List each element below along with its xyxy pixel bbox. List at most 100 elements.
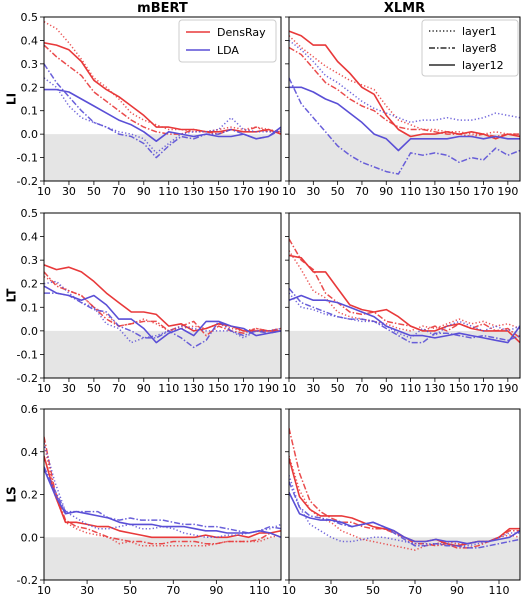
panel-lt-xlmr-xtick-label: 30 xyxy=(306,382,320,395)
panel-li-xlmr-densray-layer12 xyxy=(289,30,520,140)
panel-ls-xlmr-lda-layer1 xyxy=(289,475,520,547)
panel-lt-mbert-xtick-label: 190 xyxy=(258,382,279,395)
panel-lt-mbert-densray-layer1 xyxy=(44,275,281,332)
panel-lt-xlmr-xtick-label: 90 xyxy=(379,382,393,395)
panel-ls-xlmr: 10 30 50 70 90 110 xyxy=(282,408,521,596)
column-title-xlmr: XLMR xyxy=(384,1,425,16)
panel-li-xlmr-xtick-label: 190 xyxy=(497,185,518,198)
row-label-lt: LT xyxy=(5,288,19,303)
panel-li-mbert-xtick-label: 70 xyxy=(112,185,126,198)
panel-lt-xlmr-densray-layer12 xyxy=(289,254,520,344)
labels-layer: mBERT XLMR LI LT LS xyxy=(5,1,426,503)
panel-ls-mbert-densray-layer12 xyxy=(44,455,281,539)
panel-li-mbert-xtick-label: 170 xyxy=(233,185,254,198)
panel-li-xlmr-lda-layer1 xyxy=(289,39,520,124)
panel-li-xlmr-xtick-label: 170 xyxy=(473,185,494,198)
panel-ls-mbert-xtick-label: 30 xyxy=(80,584,94,596)
panel-li-mbert-ytick-label: 0.4 xyxy=(21,34,39,47)
legend-layer1-label: layer1 xyxy=(462,25,497,38)
panel-lt-xlmr: 10 30 50 70 90 110 130 150 170 190 xyxy=(282,212,521,395)
panel-lt-mbert-ytick-label: -0.2 xyxy=(17,372,38,385)
panel-lt-mbert-xtick-label: 70 xyxy=(112,382,126,395)
panel-lt-mbert-ytick-label: 0.0 xyxy=(21,325,39,338)
panel-lt-mbert-ytick-label: 0.2 xyxy=(21,278,39,291)
panel-lt-mbert-xtick-label: 30 xyxy=(62,382,76,395)
panel-ls-mbert-ytick-label: 0.6 xyxy=(21,403,39,416)
panel-ls-mbert-ytick-label: 0.4 xyxy=(21,446,39,459)
panel-lt-xlmr-xtick-label: 50 xyxy=(331,382,345,395)
panel-ls-mbert-xtick-label: 50 xyxy=(123,584,137,596)
panel-li-mbert-lines xyxy=(44,21,281,159)
panel-ls-xlmr-xtick-label: 70 xyxy=(408,584,422,596)
panel-li-mbert-xtick-label: 50 xyxy=(87,185,101,198)
panel-lt-mbert-ytick-label: -0.1 xyxy=(17,348,38,361)
panel-ls-mbert-lines xyxy=(44,436,281,547)
panel-li-xlmr-shade xyxy=(289,134,520,181)
panel-lt-xlmr-lda-layer1 xyxy=(289,292,520,339)
panel-ls-mbert-ytick-label: 0.2 xyxy=(21,489,39,502)
panel-li-xlmr-xtick-label: 90 xyxy=(379,185,393,198)
panel-li-mbert-ytick-label: 0.0 xyxy=(21,128,39,141)
panel-lt-mbert-frame xyxy=(43,212,282,379)
panel-ls-xlmr-densray-layer1 xyxy=(289,455,520,551)
panel-li-mbert-ytick-label: -0.1 xyxy=(17,152,38,165)
legend-layers-frame xyxy=(421,19,519,77)
panel-li-mbert-xtick-label: 30 xyxy=(62,185,76,198)
legend-layer8-label: layer8 xyxy=(462,42,497,55)
panel-li-mbert-lda-layer12 xyxy=(44,88,281,142)
panel-li-xlmr-frame xyxy=(288,16,521,182)
panel-li-mbert-xtick-label: 10 xyxy=(37,185,51,198)
panel-ls-mbert-ytick-label: 0.0 xyxy=(21,531,39,544)
panel-li-xlmr: 10 30 50 70 90 110 130 150 170 190 xyxy=(282,16,521,198)
panel-ls-xlmr-densray-layer8 xyxy=(289,428,520,549)
panel-ls-xlmr-lines xyxy=(289,428,520,551)
panel-lt-mbert-xtick-label: 130 xyxy=(183,382,204,395)
panel-ls-xlmr-lda-layer12 xyxy=(289,492,520,545)
panel-ls-mbert-lda-layer12 xyxy=(44,468,281,539)
panel-li-mbert-xtick-label: 190 xyxy=(258,185,279,198)
panel-ls-mbert-ytick-label: -0.2 xyxy=(17,574,38,587)
panel-ls-xlmr-shade xyxy=(289,537,520,580)
panel-li-xlmr-lines xyxy=(289,30,520,175)
panel-li-mbert-lda-layer8 xyxy=(44,63,281,159)
panel-ls-mbert: 10 30 50 70 90 110 0.6 0.4 0.2 0.0 -0.2 xyxy=(17,403,282,596)
panel-li-mbert-xtick-label: 130 xyxy=(183,185,204,198)
legend-methods-frame xyxy=(178,19,277,63)
panel-lt-mbert-lda-layer1 xyxy=(44,280,281,344)
panel-li-xlmr-xtick-label: 70 xyxy=(355,185,369,198)
legend-layer12-label: layer12 xyxy=(462,59,504,72)
panel-ls-mbert-densray-layer8 xyxy=(44,436,281,545)
legend-densray-label: DensRay xyxy=(217,26,266,39)
panel-ls-mbert-xtick-label: 10 xyxy=(37,584,51,596)
panel-li-xlmr-xtick-label: 10 xyxy=(282,185,296,198)
panel-li-mbert-xtick-label: 110 xyxy=(158,185,179,198)
panel-lt-xlmr-xtick-label: 10 xyxy=(282,382,296,395)
panel-li-mbert-ytick-label: 0.1 xyxy=(21,105,39,118)
panel-lt-mbert-xtick-label: 90 xyxy=(137,382,151,395)
panel-lt-mbert-densray-layer12 xyxy=(44,264,281,332)
panel-lt-xlmr-xtick-label: 170 xyxy=(473,382,494,395)
panel-lt-mbert-ytick-label: 0.5 xyxy=(21,207,39,220)
panel-lt-mbert-lda-layer12 xyxy=(44,285,281,344)
panel-ls-xlmr-xtick-label: 50 xyxy=(366,584,380,596)
panel-lt-xlmr-densray-layer8 xyxy=(289,238,520,339)
panel-lt-mbert-ytick-label: 0.3 xyxy=(21,254,39,267)
panel-lt-mbert-xtick-label: 10 xyxy=(37,382,51,395)
panel-lt-mbert-lda-layer8 xyxy=(44,292,281,349)
column-title-mbert: mBERT xyxy=(137,1,188,16)
panel-ls-mbert-densray-layer1 xyxy=(44,443,281,547)
panel-ls-xlmr-xtick-label: 10 xyxy=(282,584,296,596)
panel-li-mbert-shade xyxy=(44,134,281,181)
row-label-li: LI xyxy=(5,93,19,105)
legend-layers: layer1 layer8 layer12 xyxy=(421,19,519,77)
panel-li-xlmr-densray-layer1 xyxy=(289,35,520,135)
panel-lt-xlmr-xtick-label: 190 xyxy=(497,382,518,395)
panel-li-xlmr-lda-layer12 xyxy=(289,86,520,152)
panel-lt-xlmr-frame xyxy=(288,212,521,379)
panel-lt-mbert-xtick-label: 170 xyxy=(233,382,254,395)
panel-ls-xlmr-xtick-label: 30 xyxy=(324,584,338,596)
panel-lt-xlmr-xtick-label: 150 xyxy=(449,382,470,395)
panel-li-mbert-ytick-label: -0.2 xyxy=(17,175,38,188)
panel-lt-mbert-xtick-label: 150 xyxy=(208,382,229,395)
